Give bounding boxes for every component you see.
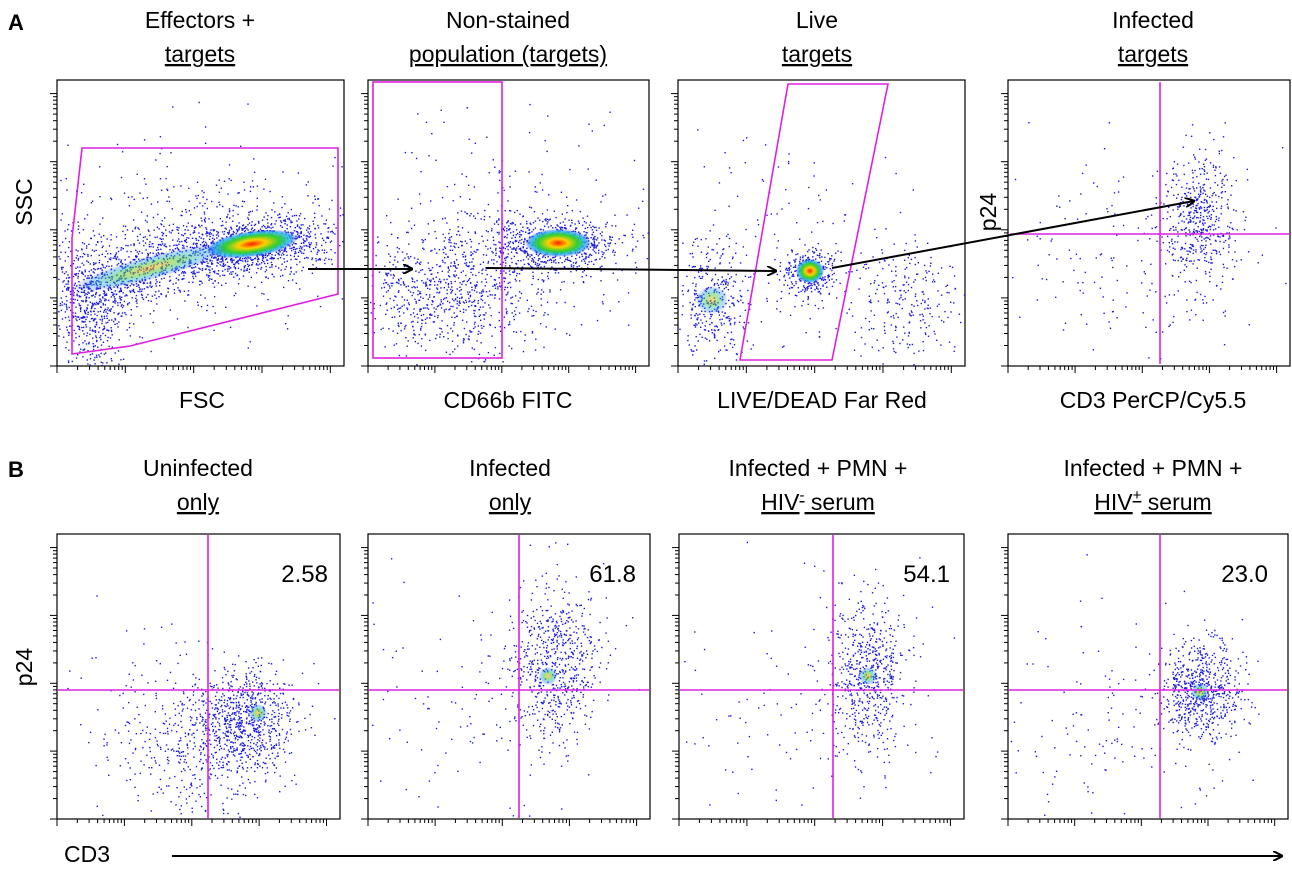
plot-b3-value: 54.1: [903, 561, 950, 588]
plot-b1-value: 2.58: [281, 561, 328, 588]
ylabel-p24-b: p24: [11, 648, 37, 687]
density-b4: [1191, 683, 1209, 701]
plot-b1-title-line2: only: [177, 489, 220, 515]
plot-b3-title-serum: serum: [805, 489, 875, 515]
panel-b-titles: Uninfected only Infected only Infected +…: [143, 455, 1242, 515]
plot-a3-frame: [677, 79, 966, 367]
plot-b4-title-hiv: HIV: [1094, 489, 1133, 515]
ylabel-p24-a: p24: [975, 193, 1001, 232]
xlabel-cd3-percp: CD3 PerCP/Cy5.5: [1060, 387, 1247, 413]
plot-b3-title-sup: -: [800, 487, 805, 504]
plot-b3-title-line2: HIV- serum: [761, 487, 875, 515]
plot-b4-title-line1: Infected + PMN +: [1064, 455, 1243, 481]
plot-a3-title-line1: Live: [796, 7, 838, 33]
plot-b4-title-line2: HIV+ serum: [1094, 487, 1211, 515]
plot-b4-value: 23.0: [1221, 561, 1268, 588]
gate-a2: [372, 81, 503, 359]
density-b3: [859, 667, 877, 685]
gate-a1: [71, 147, 339, 355]
gate-a3: [739, 83, 889, 361]
panel-a-letter: A: [8, 10, 24, 35]
density-b2: [539, 667, 557, 685]
panel-a-xlabels: FSC CD66b FITC LIVE/DEAD Far Red CD3 Per…: [179, 387, 1246, 413]
panel-b-events: [67, 541, 1260, 818]
panel-b-gates: [58, 535, 1287, 818]
plot-a4-title-line1: Infected: [1112, 7, 1194, 33]
plot-b3-title-hiv: HIV: [761, 489, 800, 515]
xlabel-fsc: FSC: [179, 387, 225, 413]
plot-b3-frame: [678, 533, 965, 820]
panel-a-density: [72, 229, 824, 314]
plot-a4-title-line2: targets: [1118, 41, 1188, 67]
panel-a-arrows: [308, 201, 1194, 271]
plot-b2-title-line2: only: [489, 489, 532, 515]
panel-a-frames: [56, 79, 1291, 367]
axis-ticks: [50, 93, 1278, 826]
plot-b2-frame: [367, 533, 651, 820]
panel-b-frames: [56, 533, 1289, 820]
density-a3: [796, 259, 824, 283]
plot-a1-frame: [56, 79, 345, 367]
density-a1-tail: [72, 244, 228, 292]
plot-b2-title-line1: Infected: [469, 455, 551, 481]
plot-b3-title-line1: Infected + PMN +: [729, 455, 908, 481]
plot-a2-title-line2: population (targets): [409, 41, 607, 67]
arrow-a3-to-a4: [831, 201, 1194, 269]
xlabel-livedead: LIVE/DEAD Far Red: [717, 387, 927, 413]
plot-a2-title-line1: Non-stained: [446, 7, 570, 33]
density-a1: [206, 229, 298, 259]
plot-b4-title-serum: serum: [1141, 489, 1211, 515]
xlabel-cd66b: CD66b FITC: [443, 387, 572, 413]
plot-a2-frame: [367, 79, 650, 367]
plot-a3-title-line2: targets: [782, 41, 852, 67]
plot-a1-title-line1: Effectors +: [145, 7, 255, 33]
plot-a4-frame: [1007, 79, 1291, 367]
plot-b2-value: 61.8: [589, 561, 636, 588]
xlabel-cd3: CD3: [64, 841, 110, 867]
arrow-a2-to-a3: [485, 268, 776, 271]
plot-b1-title-line1: Uninfected: [143, 455, 253, 481]
panel-a-titles: Effectors + targets Non-stained populati…: [145, 7, 1194, 67]
plot-b4-title-sup: +: [1133, 487, 1142, 504]
density-a2: [525, 229, 591, 257]
density-b1: [249, 704, 267, 722]
density-a3-left: [696, 286, 728, 314]
ylabel-ssc: SSC: [11, 178, 37, 225]
panel-b-values: 2.58 61.8 54.1 23.0: [281, 561, 1268, 588]
plot-b4-frame: [1007, 533, 1289, 820]
plot-a1-title-line2: targets: [165, 41, 235, 67]
plot-b1-frame: [56, 533, 341, 820]
panel-a-gates: [71, 81, 1290, 364]
panel-b-letter: B: [8, 457, 24, 482]
